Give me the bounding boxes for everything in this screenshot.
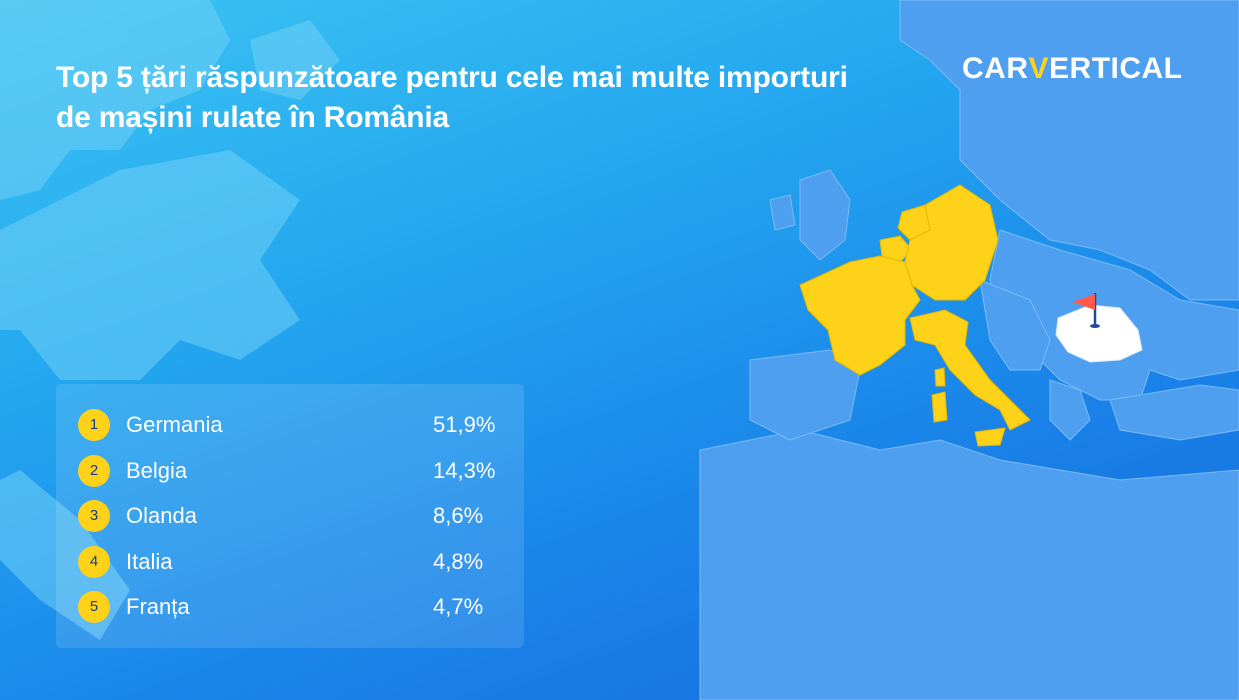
country-name: Belgia (126, 457, 188, 483)
carvertical-logo: CAR V ERTICAL (962, 52, 1183, 85)
landmass (699, 0, 1239, 700)
country-name: Germania (126, 412, 223, 437)
country-franta (799, 255, 921, 376)
island-corsica (934, 367, 946, 387)
import-share: 14,3% (433, 457, 496, 483)
ranking-panel: 1 Germania 51,9% 2 Belgia 14,3% 3 Olanda… (56, 384, 524, 648)
ranking-list: 1 Germania 51,9% 2 Belgia 14,3% 3 Olanda… (78, 406, 508, 634)
island-sicily (974, 427, 1006, 447)
rank-badge: 2 (78, 454, 110, 487)
import-share: 8,6% (433, 503, 484, 528)
rank-badge: 5 (78, 591, 110, 623)
import-share: 4,8% (433, 548, 484, 574)
island-sardinia (931, 391, 948, 423)
ranking-row: 2 Belgia 14,3% (78, 452, 508, 498)
country-romania (1055, 304, 1143, 363)
country-germania (904, 184, 999, 301)
country-italia (909, 309, 1031, 431)
rank-badge: 1 (78, 409, 110, 441)
flag-icon (1072, 293, 1100, 328)
ranking-row: 5 Franța 4,7% (78, 588, 508, 634)
import-share: 51,9% (433, 412, 496, 437)
import-share: 4,7% (433, 594, 484, 619)
page-title: Top 5 țări răspunzătoare pentru cele mai… (56, 61, 848, 134)
ranking-row: 4 Italia 4,8% (78, 543, 508, 589)
ranking-row: 1 Germania 51,9% (78, 406, 508, 452)
ranking-row: 3 Olanda 8,6% (78, 497, 508, 543)
rank-badge: 3 (78, 500, 110, 532)
highlighted-countries (799, 184, 1031, 447)
country-name: Olanda (126, 503, 197, 528)
country-name: Franța (126, 594, 190, 619)
country-name: Italia (126, 548, 173, 574)
rank-badge: 4 (78, 545, 110, 578)
